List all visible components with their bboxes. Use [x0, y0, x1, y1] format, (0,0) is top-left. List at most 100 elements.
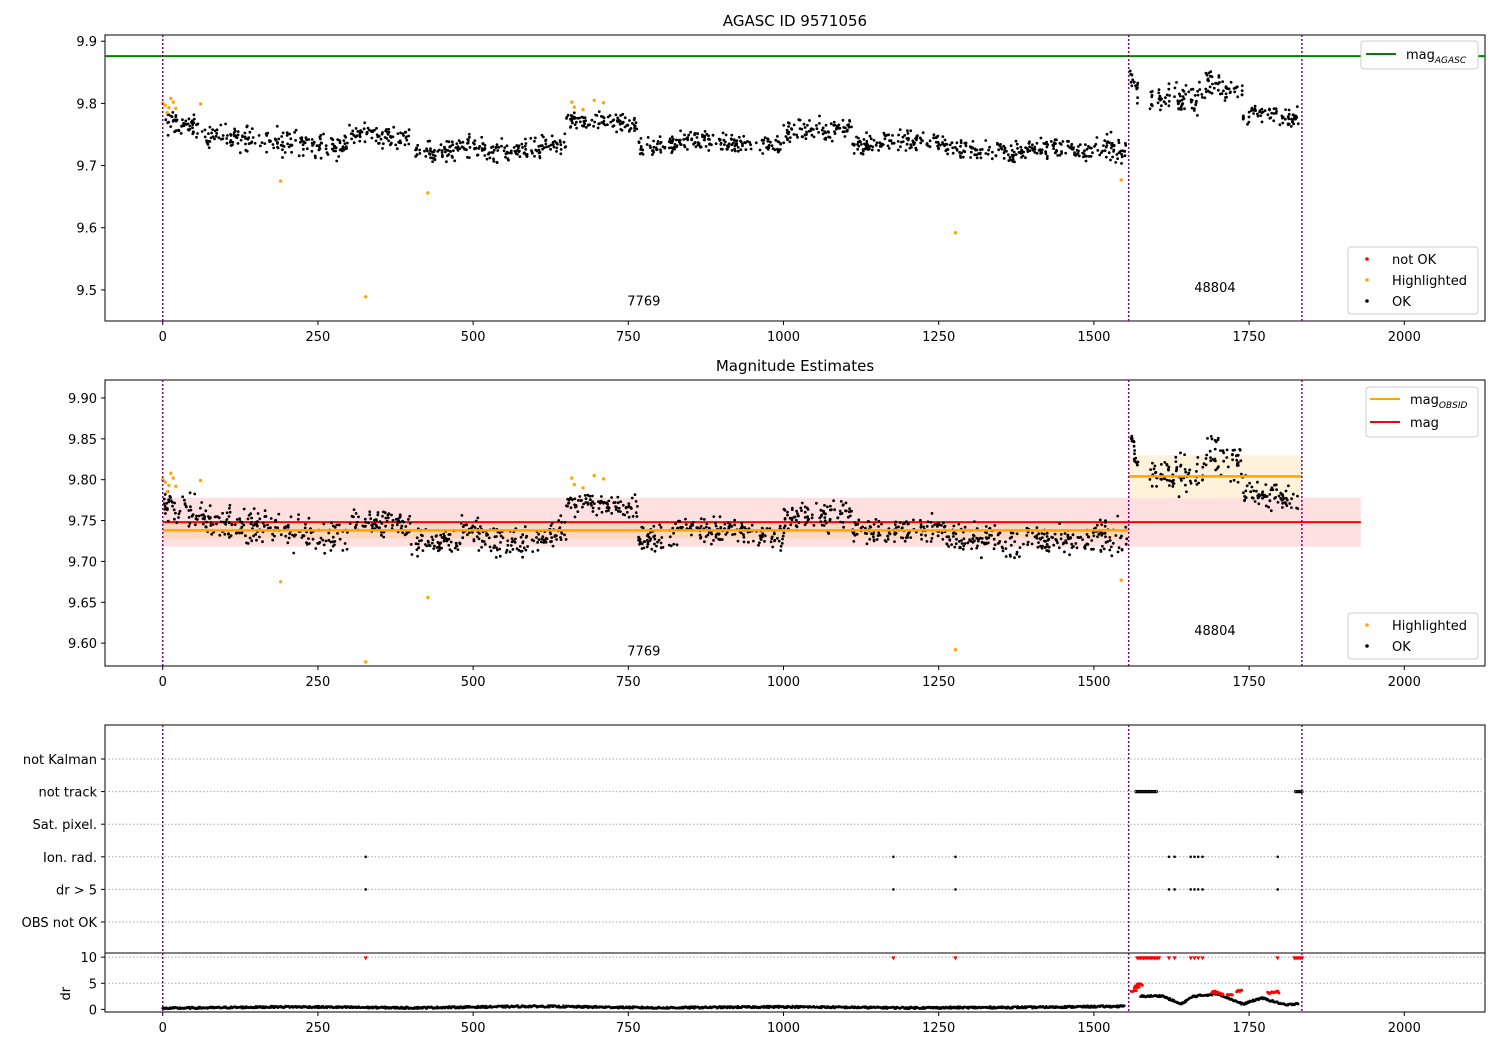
ok-point	[770, 144, 774, 148]
ok-point	[1135, 87, 1139, 91]
flag-point	[1167, 855, 1171, 859]
ok-point	[600, 510, 604, 514]
ok-point	[343, 142, 347, 146]
ok-point	[733, 523, 736, 527]
ok-point	[264, 132, 268, 136]
ok-point	[733, 532, 737, 536]
ok-point	[1204, 463, 1208, 467]
ok-point	[679, 143, 683, 146]
ok-point	[614, 113, 618, 117]
ok-point	[1024, 156, 1027, 160]
dr-capped-marker	[953, 956, 958, 961]
dr-capped-marker	[1275, 956, 1280, 961]
ok-point	[1291, 492, 1295, 496]
ok-point	[642, 546, 646, 550]
ok-point	[919, 518, 922, 522]
ok-point	[524, 137, 527, 141]
ok-point	[1216, 438, 1220, 442]
ok-point	[824, 136, 828, 140]
ok-point	[770, 535, 774, 539]
ok-point	[830, 508, 833, 512]
ok-point	[473, 146, 477, 150]
ok-point	[1288, 502, 1292, 505]
ok-point	[645, 538, 649, 542]
highlighted-points	[161, 96, 1123, 299]
ok-point	[652, 150, 655, 154]
ok-point	[330, 521, 333, 525]
ok-point	[1171, 482, 1175, 486]
ok-point	[299, 136, 303, 140]
ok-point	[428, 152, 431, 155]
ok-point	[1195, 462, 1199, 466]
ok-point	[748, 141, 752, 144]
ok-point	[389, 136, 393, 139]
ok-point	[996, 533, 1000, 537]
ok-point	[777, 539, 781, 543]
ok-point	[625, 510, 629, 514]
ok-point	[984, 139, 988, 142]
ok-point	[1040, 536, 1044, 539]
ok-point	[1264, 504, 1268, 508]
ok-point	[880, 522, 883, 526]
ok-point	[163, 502, 166, 506]
ok-point	[1158, 95, 1162, 99]
ok-point	[195, 135, 198, 139]
ok-point	[322, 543, 326, 547]
ok-point	[341, 146, 345, 149]
ok-point	[364, 521, 368, 524]
ok-point	[541, 535, 545, 539]
ok-point	[486, 152, 490, 156]
ok-point	[324, 147, 328, 151]
ok-point	[952, 531, 956, 534]
ok-point	[634, 511, 638, 515]
ok-point	[1293, 114, 1296, 117]
ok-point	[453, 546, 457, 550]
ok-point	[1249, 490, 1253, 494]
ok-point	[391, 524, 394, 527]
ok-point	[321, 538, 325, 542]
ok-point	[846, 515, 850, 519]
ok-point	[930, 512, 934, 515]
ok-point	[495, 546, 498, 550]
ok-point	[221, 137, 225, 141]
ok-point	[950, 543, 953, 546]
ok-point	[773, 539, 776, 543]
ok-point	[253, 523, 256, 527]
ok-point	[221, 511, 225, 515]
ok-point	[475, 535, 479, 538]
ok-point	[590, 118, 594, 122]
ok-point	[1272, 119, 1276, 123]
ok-point	[1109, 545, 1113, 549]
ok-point	[333, 543, 336, 547]
ok-point	[839, 512, 842, 516]
ok-point	[1209, 435, 1213, 438]
ok-point	[1031, 531, 1034, 535]
ok-point	[807, 517, 811, 521]
ok-point	[210, 131, 214, 135]
ok-point	[346, 531, 349, 534]
ok-point	[805, 133, 808, 136]
ok-point	[281, 148, 284, 152]
ok-point	[1212, 458, 1215, 462]
ok-point	[1130, 84, 1134, 88]
ok-point	[1175, 467, 1179, 471]
ok-point	[1208, 85, 1212, 89]
ok-point	[575, 120, 578, 124]
ok-point	[611, 119, 615, 122]
ok-point	[953, 545, 957, 549]
ok-point	[275, 124, 279, 128]
ok-point	[550, 540, 553, 543]
ok-point	[473, 139, 477, 143]
ok-point	[1009, 543, 1013, 547]
ok-point	[1096, 149, 1100, 152]
ok-point	[1090, 547, 1093, 551]
ok-point	[961, 547, 965, 551]
ok-point	[975, 546, 979, 550]
ok-point	[447, 537, 451, 541]
ok-point	[521, 146, 524, 149]
ok-point	[195, 123, 198, 127]
ok-point	[288, 532, 291, 536]
ok-point	[572, 111, 576, 115]
ok-point	[877, 519, 881, 523]
ok-point	[457, 139, 461, 143]
